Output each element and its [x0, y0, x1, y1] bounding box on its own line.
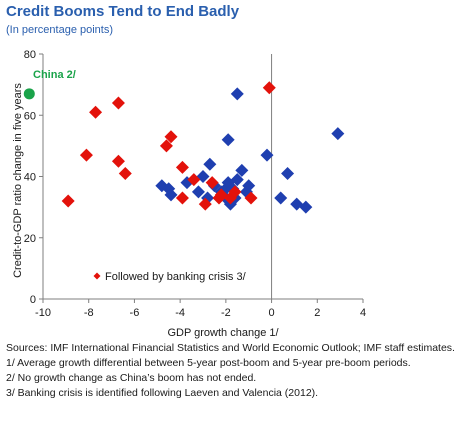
- x-tick-label: 2: [314, 307, 320, 319]
- data-point-crisis: [205, 176, 219, 190]
- y-tick-label: 20: [24, 233, 36, 245]
- x-tick-label: 4: [360, 307, 366, 319]
- x-tick-label: 0: [269, 307, 275, 319]
- x-tick-label: -4: [175, 307, 185, 319]
- data-point-crisis: [61, 194, 75, 208]
- note-1: 1/ Average growth differential between 5…: [6, 357, 411, 369]
- data-point-crisis: [79, 148, 93, 162]
- data-point-crisis: [118, 166, 132, 180]
- note-2: 2/ No growth change as China’s boom has …: [6, 372, 257, 384]
- legend-marker: [93, 272, 101, 280]
- data-point-crisis: [175, 160, 189, 174]
- data-point-no-crisis: [164, 188, 178, 202]
- x-tick-label: -2: [221, 307, 231, 319]
- data-point-no-crisis: [235, 163, 249, 177]
- y-axis-label: Credit-to-GDP ratio change in five years: [12, 83, 24, 278]
- chart-subtitle: (In percentage points): [6, 24, 114, 36]
- data-point-no-crisis: [242, 179, 256, 193]
- scatter-chart: 0 20 40 60 80 -10 -8 -6 -4 -2 0 2 4 GDP growth change…: [12, 49, 366, 339]
- data-point-no-crisis: [230, 173, 244, 187]
- data-point-crisis: [159, 139, 173, 153]
- data-point-crisis: [175, 191, 189, 205]
- y-tick-label: 80: [24, 49, 36, 61]
- y-tick-label: 0: [30, 294, 36, 306]
- data-point-crisis: [111, 96, 125, 110]
- data-point-no-crisis: [260, 148, 274, 162]
- x-tick-label: -8: [84, 307, 94, 319]
- data-point-crisis: [89, 105, 103, 119]
- data-point-no-crisis: [281, 166, 295, 180]
- data-point-no-crisis: [191, 185, 205, 199]
- x-axis-label: GDP growth change 1/: [167, 327, 279, 339]
- data-point-no-crisis: [203, 157, 217, 171]
- data-point-no-crisis: [331, 127, 345, 141]
- data-point-crisis: [198, 197, 212, 211]
- chart-notes: Sources: IMF International Financial Sta…: [6, 341, 461, 401]
- data-point-no-crisis: [274, 191, 288, 205]
- data-point-no-crisis: [221, 133, 235, 147]
- note-3: 3/ Banking crisis is identified followin…: [6, 387, 319, 399]
- note-sources: Sources: IMF International Financial Sta…: [6, 342, 455, 354]
- data-point-crisis: [187, 173, 201, 187]
- y-tick-label: 40: [24, 172, 36, 184]
- data-point-crisis: [244, 191, 258, 205]
- data-point-crisis: [164, 130, 178, 144]
- x-tick-label: -6: [130, 307, 140, 319]
- china-label: China 2/: [33, 69, 76, 81]
- data-point-no-crisis: [230, 87, 244, 101]
- chart-title: Credit Booms Tend to End Badly: [6, 3, 240, 20]
- data-point-crisis: [111, 154, 125, 168]
- data-point-crisis: [228, 185, 242, 199]
- china-point: [23, 88, 35, 100]
- data-point-crisis: [262, 81, 276, 95]
- x-tick-label: -10: [35, 307, 51, 319]
- y-tick-label: 60: [24, 110, 36, 122]
- legend-label: Followed by banking crisis 3/: [105, 271, 247, 283]
- data-point-no-crisis: [299, 200, 313, 214]
